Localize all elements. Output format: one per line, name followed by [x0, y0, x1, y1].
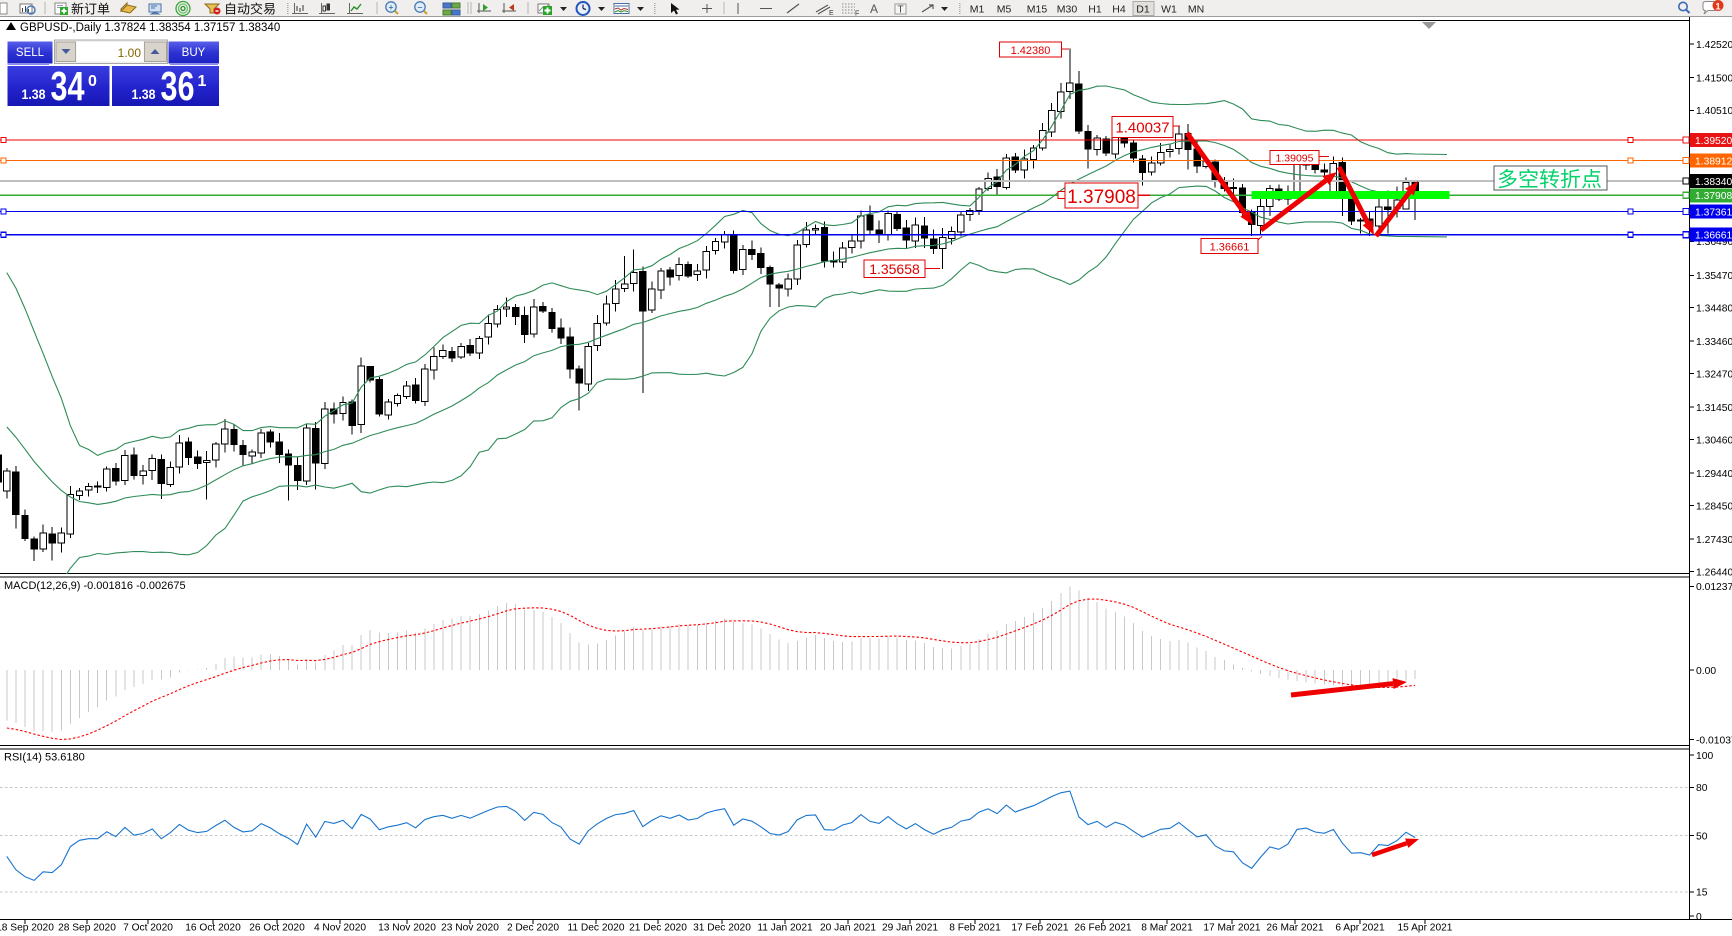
svg-text:16 Oct 2020: 16 Oct 2020	[185, 923, 241, 934]
svg-text:0: 0	[1696, 912, 1702, 923]
svg-text:20 Jan 2021: 20 Jan 2021	[820, 923, 876, 934]
svg-text:23 Nov 2020: 23 Nov 2020	[441, 923, 499, 934]
svg-text:1.38: 1.38	[132, 86, 156, 102]
svg-text:1.28450: 1.28450	[1696, 501, 1732, 512]
svg-text:26 Mar 2021: 26 Mar 2021	[1266, 923, 1324, 934]
svg-text:1: 1	[1715, 2, 1720, 12]
svg-text:1.29440: 1.29440	[1696, 469, 1732, 480]
svg-text:MN: MN	[1188, 4, 1204, 16]
svg-text:8 Mar 2021: 8 Mar 2021	[1141, 923, 1193, 934]
svg-text:4 Nov 2020: 4 Nov 2020	[314, 923, 366, 934]
svg-text:M30: M30	[1057, 4, 1078, 16]
svg-text:1.30460: 1.30460	[1696, 435, 1732, 446]
svg-text:1.35658: 1.35658	[869, 261, 920, 277]
svg-text:1.39095: 1.39095	[1276, 152, 1314, 164]
svg-text:0.00: 0.00	[1696, 666, 1716, 677]
svg-text:15 Apr 2021: 15 Apr 2021	[1398, 923, 1453, 934]
svg-text:H4: H4	[1112, 4, 1126, 16]
svg-text:13 Nov 2020: 13 Nov 2020	[378, 923, 436, 934]
svg-text:+: +	[388, 3, 393, 13]
svg-text:6 Apr 2021: 6 Apr 2021	[1335, 923, 1385, 934]
svg-text:1.42380: 1.42380	[1011, 45, 1051, 57]
svg-text:1.40510: 1.40510	[1696, 106, 1732, 117]
svg-text:F: F	[855, 11, 859, 18]
svg-text:1.27430: 1.27430	[1696, 535, 1732, 546]
svg-text:BUY: BUY	[182, 47, 206, 59]
svg-text:11 Dec 2020: 11 Dec 2020	[567, 923, 624, 934]
svg-text:18 Sep 2020: 18 Sep 2020	[0, 923, 54, 934]
svg-text:31 Dec 2020: 31 Dec 2020	[693, 923, 751, 934]
svg-text:28 Sep 2020: 28 Sep 2020	[58, 923, 116, 934]
svg-text:GBPUSD-,Daily 1.37824 1.38354: GBPUSD-,Daily 1.37824 1.38354 1.37157 1.…	[20, 22, 280, 34]
svg-text:1.32470: 1.32470	[1696, 370, 1732, 381]
svg-text:M5: M5	[997, 4, 1012, 16]
svg-text:50: 50	[1696, 831, 1708, 842]
svg-text:11 Jan 2021: 11 Jan 2021	[757, 923, 813, 934]
svg-text:80: 80	[1696, 783, 1708, 794]
svg-text:SELL: SELL	[16, 47, 45, 59]
svg-text:T: T	[897, 5, 903, 16]
svg-text:1.33460: 1.33460	[1696, 337, 1732, 348]
svg-text:H1: H1	[1088, 4, 1102, 16]
svg-text:26 Oct 2020: 26 Oct 2020	[249, 923, 305, 934]
svg-text:M1: M1	[970, 4, 985, 16]
svg-text:1.41500: 1.41500	[1696, 73, 1732, 84]
svg-text:2 Dec 2020: 2 Dec 2020	[507, 923, 559, 934]
svg-text:1.26440: 1.26440	[1696, 567, 1732, 578]
svg-text:-0.010374: -0.010374	[1696, 735, 1732, 746]
svg-text:1.38: 1.38	[22, 86, 46, 102]
svg-text:17 Mar 2021: 17 Mar 2021	[1203, 923, 1261, 934]
svg-text:1.31450: 1.31450	[1696, 403, 1732, 414]
svg-text:W1: W1	[1161, 4, 1177, 16]
svg-text:1.36490: 1.36490	[1696, 237, 1732, 248]
svg-text:1.38912: 1.38912	[1695, 156, 1732, 167]
svg-text:1: 1	[198, 73, 207, 90]
svg-text:100: 100	[1696, 751, 1713, 762]
svg-text:1.00: 1.00	[118, 46, 142, 60]
svg-text:1.37908: 1.37908	[1067, 187, 1136, 208]
svg-text:26 Feb 2021: 26 Feb 2021	[1074, 923, 1132, 934]
svg-text:36: 36	[161, 63, 195, 109]
svg-text:M15: M15	[1027, 4, 1048, 16]
svg-text:−: −	[417, 3, 422, 13]
svg-text:0: 0	[88, 73, 97, 90]
svg-text:17 Feb 2021: 17 Feb 2021	[1011, 923, 1069, 934]
svg-text:1.42520: 1.42520	[1696, 40, 1732, 51]
svg-text:RSI(14) 53.6180: RSI(14) 53.6180	[4, 752, 85, 764]
svg-text:1.35470: 1.35470	[1696, 271, 1732, 282]
svg-text:21 Dec 2020: 21 Dec 2020	[629, 923, 687, 934]
svg-text:34: 34	[51, 63, 85, 109]
svg-text:MACD(12,26,9) -0.001816 -0.002: MACD(12,26,9) -0.001816 -0.002675	[4, 580, 186, 592]
svg-text:29 Jan 2021: 29 Jan 2021	[882, 923, 938, 934]
svg-text:1.36661: 1.36661	[1210, 241, 1250, 253]
svg-text:E: E	[829, 10, 834, 17]
svg-text:0.012372: 0.012372	[1696, 582, 1732, 593]
svg-text:A: A	[870, 2, 878, 16]
svg-text:15: 15	[1696, 888, 1708, 899]
svg-text:1.37908: 1.37908	[1695, 191, 1732, 202]
svg-text:1.40037: 1.40037	[1115, 120, 1169, 137]
svg-text:D1: D1	[1136, 4, 1150, 16]
svg-text:8 Feb 2021: 8 Feb 2021	[949, 923, 1001, 934]
svg-text:1.37361: 1.37361	[1695, 207, 1732, 218]
svg-text:7 Oct 2020: 7 Oct 2020	[123, 923, 173, 934]
svg-text:1.36661: 1.36661	[1695, 231, 1732, 242]
svg-text:1.34480: 1.34480	[1696, 304, 1732, 315]
svg-text:1.39520: 1.39520	[1695, 136, 1732, 147]
svg-text:1.38340: 1.38340	[1695, 177, 1732, 188]
